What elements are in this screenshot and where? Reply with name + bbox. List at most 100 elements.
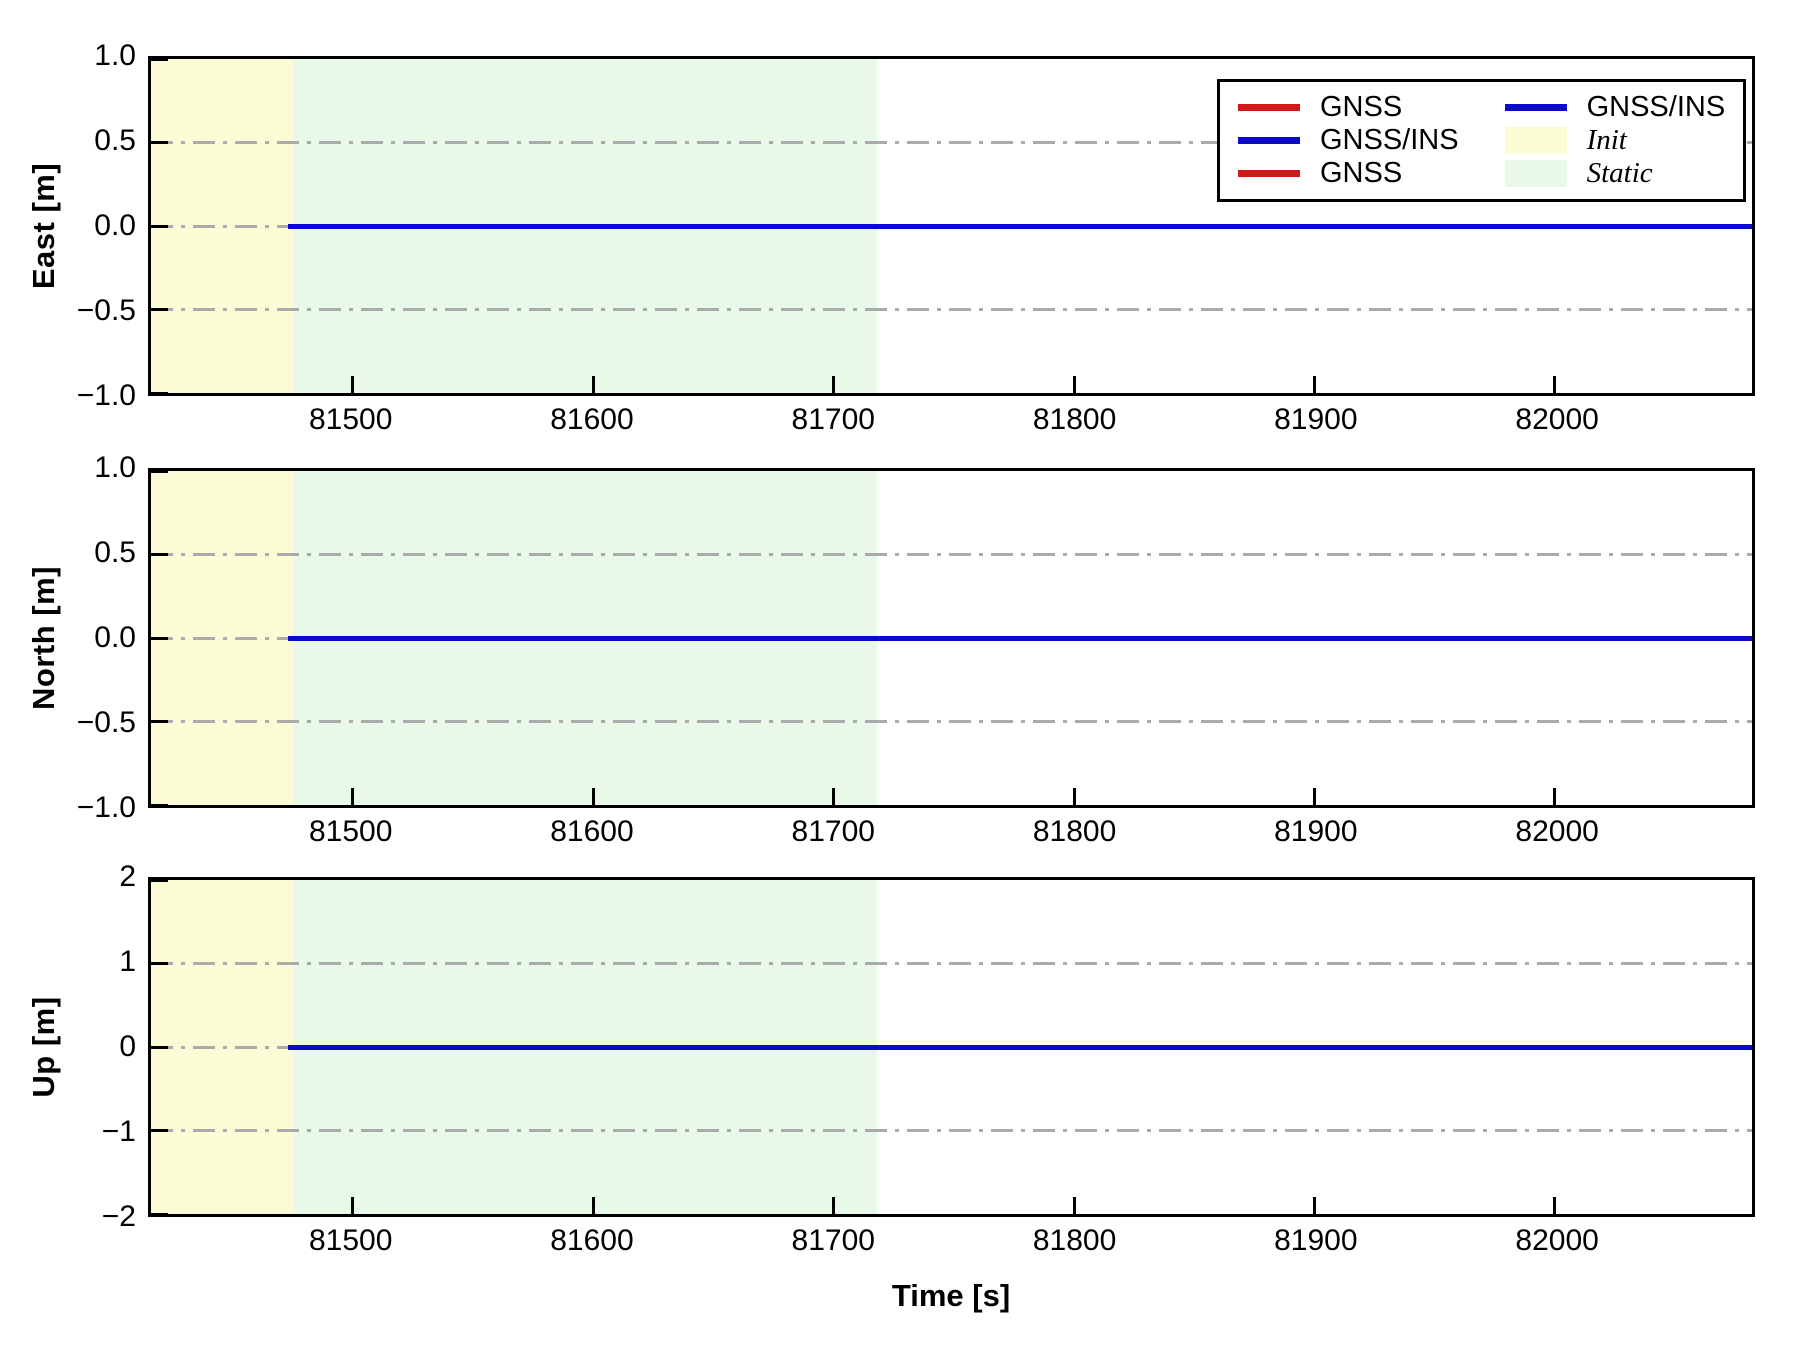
x-tick-label: 81500 [308,815,393,848]
x-tick-label: 81600 [550,403,634,436]
gridline [151,720,1752,723]
plot-area-north [148,468,1755,808]
x-tick [832,1197,836,1214]
data-line-gnss-ins [288,635,1752,641]
y-tick [151,1045,168,1049]
y-tick-label: 1.0 [94,39,136,72]
x-tick [1553,788,1557,805]
x-tick [1072,788,1076,805]
x-tick [351,376,355,393]
x-tick-label: 81700 [791,403,875,436]
x-tick-label: 81500 [308,403,393,436]
static-patch-swatch [1504,160,1567,187]
gnss-line-swatch [1238,170,1300,177]
gnss-line-swatch [1238,104,1300,111]
plot-area-east: GNSS GNSS/INS GNSS GNSS/INS [148,56,1755,396]
gridline [151,308,1752,311]
subplot-east: East [m] GNSS GNSS/INS GNSS [0,39,1800,436]
legend: GNSS GNSS/INS GNSS GNSS/INS [1217,79,1747,202]
x-tick-label: 81800 [1032,403,1117,436]
y-tick [151,636,168,640]
y-tick [151,1129,168,1132]
x-tick [1553,376,1557,393]
y-tick [151,878,168,882]
x-tick-label: 81800 [1032,815,1117,848]
x-tick-label: 81500 [308,1224,393,1257]
x-tick-label: 81900 [1274,1224,1358,1257]
x-tick [1312,1197,1316,1214]
legend-item-label: GNSS/INS [1320,124,1459,156]
x-tick [591,376,595,393]
x-tick-label: 82000 [1515,403,1599,436]
y-tick-label: 0.5 [94,124,136,157]
legend-item-gnss-ins: GNSS/INS [1504,91,1726,124]
x-tick [1312,788,1316,805]
legend-item-label: GNSS/INS [1586,91,1726,123]
legend-item-gnss: GNSS [1238,91,1459,124]
y-tick-label: −1 [101,1115,136,1148]
x-tick [351,788,355,805]
x-axis-label-time: Time [s] [891,1278,1011,1313]
y-tick-label: 0.0 [94,621,136,654]
init-patch-swatch [1504,127,1567,154]
y-tick-label: 0 [119,1030,136,1063]
x-tick [1072,376,1076,393]
y-tick [151,57,168,61]
x-tick [832,376,836,393]
y-tick [151,469,168,473]
gridline [151,962,1752,965]
x-tick-label: 81900 [1274,815,1358,848]
y-tick [151,141,168,144]
y-tick-label: 0.5 [94,536,136,569]
legend-item-gnss: GNSS [1238,157,1459,190]
y-tick-label: 1.0 [94,451,136,484]
plot-area-up [148,877,1755,1217]
y-tick [151,962,168,965]
legend-item-label: GNSS [1320,157,1403,189]
data-line-gnss-ins [288,223,1752,229]
y-axis-label-up: Up [m] [26,996,61,1098]
x-tick [351,1197,355,1214]
legend-item-init: Init [1504,124,1726,157]
x-tick-label: 81900 [1274,403,1358,436]
y-tick-label: −0.5 [76,294,136,327]
legend-column: GNSS/INS Init Static [1504,91,1726,190]
x-tick [1072,1197,1076,1214]
x-tick-label: 81600 [550,815,634,848]
y-axis-label-east: East [m] [26,162,61,290]
y-tick [151,803,168,807]
y-tick-label: −1.0 [76,791,136,824]
x-tick [1312,376,1316,393]
x-tick-label: 82000 [1515,1224,1599,1257]
gridline [151,1129,1752,1132]
legend-item-gnss-ins: GNSS/INS [1238,124,1459,157]
legend-item-label: Static [1586,157,1653,189]
gridline [151,141,1752,144]
y-tick-label: −0.5 [76,706,136,739]
legend-item-label: GNSS [1320,91,1403,123]
gnss-ins-line-swatch [1238,137,1300,144]
y-tick-label: 2 [119,860,136,893]
x-tick-label: 82000 [1515,815,1599,848]
y-tick-label: −2 [101,1200,136,1233]
gridline [151,553,1752,556]
y-tick-label: 1 [119,945,136,978]
y-tick [151,553,168,556]
legend-item-label: Init [1586,124,1627,156]
x-tick-label: 81600 [550,1224,634,1257]
subplot-north: North [m] 1.0 0.5 0.0 −0.5 −1.0 81500 81600 817… [0,451,1800,848]
legend-item-static: Static [1504,157,1726,190]
y-axis-label-north: North [m] [26,566,61,710]
y-tick [151,308,168,311]
x-tick [1553,1197,1557,1214]
y-tick [151,224,168,228]
subplot-up: Up [m] 2 1 0 −1 −2 81500 81600 81700 81800 81900 8… [0,860,1800,1257]
data-line-gnss-ins [288,1044,1752,1050]
y-tick-label: −1.0 [76,379,136,412]
x-tick-label: 81700 [791,815,875,848]
y-tick [151,391,168,395]
y-tick-label: 0.0 [94,209,136,242]
x-tick-label: 81800 [1032,1224,1117,1257]
x-tick [832,788,836,805]
